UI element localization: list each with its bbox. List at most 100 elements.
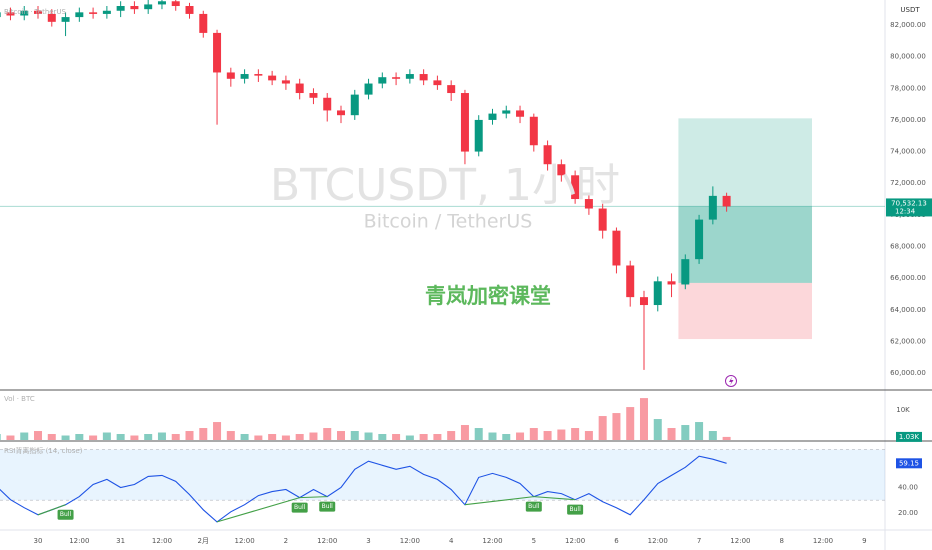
countdown-label: 12:34 — [895, 207, 916, 215]
rsi-legend[interactable]: RSI背离指标 (14, close) — [4, 446, 83, 455]
candle-body — [213, 32, 222, 73]
candle-body — [0, 12, 1, 18]
volume-bar — [433, 434, 442, 440]
symbol-legend[interactable]: Bitcoin · TetherUS — [4, 8, 67, 16]
candle-body — [639, 297, 648, 306]
volume-bar — [612, 413, 621, 440]
candle-body — [653, 281, 662, 306]
candle-body — [447, 85, 456, 94]
y-tick-label: 62,000.00 — [890, 337, 926, 345]
currency-label: USDT — [900, 6, 920, 14]
y-tick-label: 60,000.00 — [890, 369, 926, 377]
candle-body — [626, 265, 635, 298]
volume-bar — [708, 431, 717, 440]
candle-body — [75, 12, 84, 18]
volume-bar — [516, 432, 525, 440]
volume-bar — [226, 431, 235, 440]
divergence-label: Bull — [569, 506, 581, 513]
volume-bar — [116, 434, 125, 440]
volume-bar — [254, 435, 263, 440]
divergence-label-box — [319, 501, 336, 512]
volume-legend[interactable]: Vol · BTC — [4, 395, 35, 403]
divergence-label: Bull — [60, 511, 72, 518]
volume-bar — [157, 432, 166, 440]
volume-bar — [309, 432, 318, 440]
volume-bar — [543, 431, 552, 440]
volume-bar — [61, 435, 70, 440]
candle-body — [102, 10, 111, 14]
candle-body — [405, 74, 414, 79]
rsi-label: 59.15 — [899, 459, 919, 467]
volume-bar — [6, 435, 15, 440]
candle-body — [295, 83, 304, 94]
volume-bar — [447, 431, 456, 440]
divergence-line — [37, 504, 66, 516]
divergence-label: Bull — [294, 504, 306, 511]
divergence-label: Bull — [528, 503, 540, 510]
watermark: BTCUSDT, 1小时 — [270, 160, 620, 211]
volume-bar — [584, 431, 593, 440]
candle-body — [185, 6, 194, 14]
volume-bar — [653, 419, 662, 440]
x-tick-label: 4 — [449, 537, 454, 545]
axes: 30 12:00 31 12:00 2月 12:00 2 12:00 3 12:00 4 12:00 5… — [34, 21, 932, 545]
x-tick-label: 9 — [862, 537, 866, 545]
volume-bar — [75, 434, 84, 440]
candle-body — [171, 1, 180, 7]
x-tick-label: 12:00 — [400, 537, 420, 545]
volume-bar — [281, 435, 290, 440]
candle-body — [598, 208, 607, 231]
volume-label: 1.03K — [899, 433, 920, 441]
alert-icon[interactable] — [725, 375, 737, 387]
candle-body — [419, 74, 428, 81]
x-tick-label: 12:00 — [565, 537, 585, 545]
candle-body — [557, 164, 566, 176]
volume-bar — [667, 428, 676, 440]
rsi-line — [0, 455, 727, 523]
y-tick-label: 76,000.00 — [890, 116, 926, 124]
volume-bar — [405, 435, 414, 440]
candle-body — [681, 259, 690, 285]
volume-bar — [89, 435, 98, 440]
volume-bar — [722, 436, 731, 440]
divergence-line — [533, 496, 576, 501]
y-tick-label: 20.00 — [898, 509, 918, 517]
candle-body — [254, 74, 263, 76]
x-tick-label: 7 — [697, 537, 701, 545]
y-tick-label: 66,000.00 — [890, 274, 926, 282]
volume-label-box — [896, 431, 922, 442]
volume-bar — [213, 422, 222, 440]
divergence-label-box — [567, 504, 584, 515]
candle-body — [268, 75, 277, 81]
candle-body — [336, 110, 345, 116]
volume-bar — [0, 434, 1, 440]
volume-bar — [47, 434, 56, 440]
volume-bar — [240, 434, 249, 440]
price-label: 70,532.13 — [891, 199, 927, 207]
candle-body — [584, 199, 593, 209]
rsi-label-box — [896, 458, 922, 469]
candle-body — [529, 116, 538, 146]
divergence-line — [216, 497, 300, 523]
volume-bar — [695, 422, 704, 440]
candle-body — [323, 97, 332, 111]
divergence-line — [464, 496, 534, 506]
annotation: 青岚加密课堂 — [425, 284, 551, 308]
volume-bar — [130, 435, 139, 440]
candle-body — [667, 281, 676, 285]
candle-body — [20, 10, 29, 16]
x-tick-label: 12:00 — [317, 537, 337, 545]
y-tick-label: 72,000.00 — [890, 179, 926, 187]
candle-body — [516, 110, 525, 117]
x-tick-label: 2月 — [198, 537, 209, 545]
y-tick-label: 78,000.00 — [890, 84, 926, 92]
x-tick-label: 30 — [34, 537, 43, 545]
candle-body — [226, 72, 235, 79]
candle-body — [474, 119, 483, 152]
volume-bar — [378, 434, 387, 440]
y-tick-label: 80,000.00 — [890, 53, 926, 61]
volume-bar — [171, 434, 180, 440]
watermark-sub: Bitcoin / TetherUS — [364, 211, 533, 233]
